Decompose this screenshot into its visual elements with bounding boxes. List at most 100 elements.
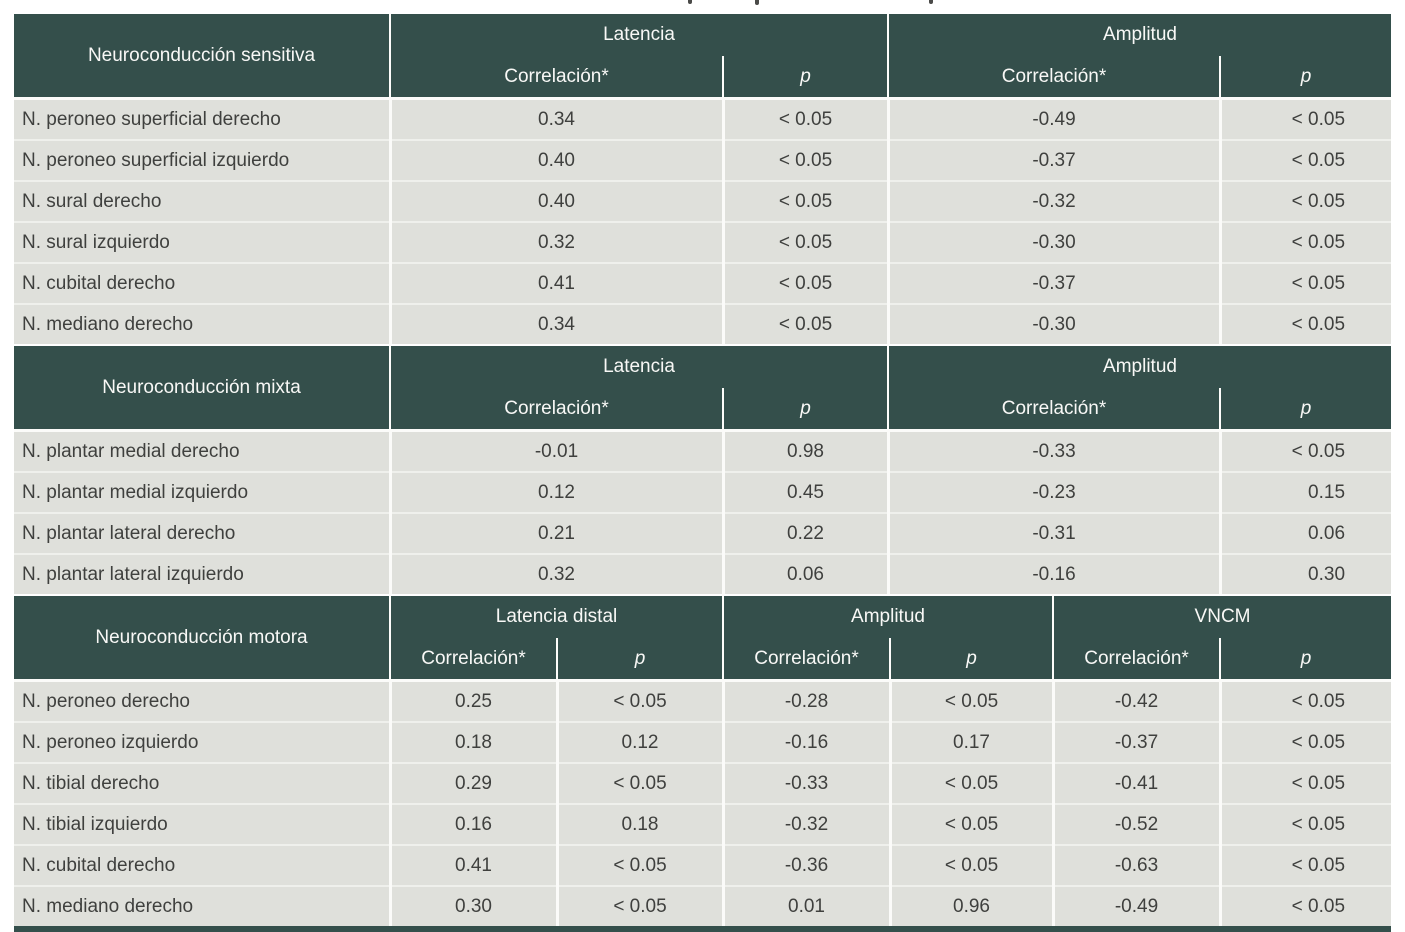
table-row: N. plantar medial derecho -0.01 0.98 -0.33 <… <box>14 429 1392 472</box>
nerve-label: N. sural izquierdo <box>14 221 390 263</box>
value-cell: -0.49 <box>886 97 1220 140</box>
subheader-correlacion: Correlación* <box>887 388 1220 431</box>
value-cell: -0.33 <box>721 762 890 804</box>
nerve-label: N. tibial izquierdo <box>14 803 390 845</box>
group-header-latencia: Latencia <box>390 14 888 56</box>
value-cell: < 0.05 <box>1218 803 1392 845</box>
value-cell: 0.32 <box>388 221 723 263</box>
value-cell: -0.23 <box>886 471 1220 513</box>
value-cell: 0.29 <box>388 762 557 804</box>
value-cell: < 0.05 <box>1218 762 1392 804</box>
value-cell: < 0.05 <box>555 885 723 929</box>
correlation-table: Neuroconducción sensitiva Latencia Ampli… <box>14 14 1392 932</box>
nerve-label: N. sural derecho <box>14 180 390 222</box>
value-cell: 0.12 <box>555 721 723 763</box>
table-section-neuroconduccion-sensitiva: Neuroconducción sensitiva Latencia Ampli… <box>14 14 1392 344</box>
table-row: N. mediano derecho 0.34 < 0.05 -0.30 < 0.05 <box>14 303 1392 344</box>
table-row: N. cubital derecho 0.41 < 0.05 -0.37 < 0.05 <box>14 262 1392 304</box>
subheader-correlacion: Correlación* <box>722 638 890 681</box>
subheader-correlacion: Correlación* <box>887 56 1220 99</box>
value-cell: < 0.05 <box>721 262 888 304</box>
value-cell: 0.40 <box>388 180 723 222</box>
value-cell: -0.16 <box>721 721 890 763</box>
value-cell: -0.37 <box>1051 721 1221 763</box>
nerve-label: N. tibial derecho <box>14 762 390 804</box>
group-header-amplitud: Amplitud <box>886 14 1392 56</box>
value-cell: -0.28 <box>721 679 890 722</box>
table-row: N. peroneo superficial derecho 0.34 < 0.05… <box>14 97 1392 140</box>
value-cell: < 0.05 <box>1218 221 1392 263</box>
value-cell: -0.36 <box>721 844 890 886</box>
nerve-label: N. peroneo superficial izquierdo <box>14 139 390 181</box>
group-header-latencia-distal: Latencia distal <box>390 595 723 638</box>
section-title: Neuroconducción mixta <box>14 345 391 431</box>
value-cell: -0.01 <box>388 429 723 472</box>
table-row: N. plantar medial izquierdo 0.12 0.45 -0.23… <box>14 471 1392 513</box>
value-cell: 0.18 <box>555 803 723 845</box>
value-cell: -0.52 <box>1051 803 1221 845</box>
value-cell: 0.18 <box>388 721 557 763</box>
value-cell: < 0.05 <box>1218 679 1392 722</box>
value-cell: < 0.05 <box>1218 429 1392 472</box>
section-title: Neuroconducción sensitiva <box>14 14 391 99</box>
nerve-label: N. peroneo izquierdo <box>14 721 390 763</box>
group-header-amplitud: Amplitud <box>721 595 1054 638</box>
table-row: N. sural derecho 0.40 < 0.05 -0.32 < 0.05 <box>14 180 1392 222</box>
group-header-latencia: Latencia <box>390 345 888 388</box>
value-cell: -0.31 <box>886 512 1220 554</box>
value-cell: 0.96 <box>888 885 1054 929</box>
table-row: N. peroneo superficial izquierdo 0.40 < 0.… <box>14 139 1392 181</box>
value-cell: < 0.05 <box>888 762 1054 804</box>
value-cell: -0.32 <box>886 180 1220 222</box>
subheader-p: p <box>1218 388 1392 431</box>
nerve-label: N. plantar medial izquierdo <box>14 471 390 513</box>
subheader-correlacion: Correlación* <box>390 638 557 681</box>
value-cell: -0.32 <box>721 803 890 845</box>
value-cell: < 0.05 <box>888 679 1054 722</box>
value-cell: 0.98 <box>721 429 888 472</box>
value-cell: 0.30 <box>388 885 557 929</box>
value-cell: -0.37 <box>886 262 1220 304</box>
value-cell: 0.01 <box>721 885 890 929</box>
value-cell: 0.45 <box>721 471 888 513</box>
value-cell: 0.41 <box>388 844 557 886</box>
value-cell: < 0.05 <box>888 844 1054 886</box>
cropped-text-fragment <box>688 0 692 4</box>
subheader-p: p <box>888 638 1054 681</box>
subheader-p: p <box>1219 638 1392 681</box>
table-row: N. tibial izquierdo 0.16 0.18 -0.32 < 0.05 -0… <box>14 803 1392 845</box>
value-cell: < 0.05 <box>888 803 1054 845</box>
value-cell: < 0.05 <box>1218 262 1392 304</box>
value-cell: 0.15 <box>1218 471 1392 513</box>
nerve-label: N. cubital derecho <box>14 844 390 886</box>
value-cell: 0.12 <box>388 471 723 513</box>
value-cell: -0.63 <box>1051 844 1221 886</box>
table-row: N. mediano derecho 0.30 < 0.05 0.01 0.96 -0.4… <box>14 885 1392 929</box>
value-cell: -0.16 <box>886 553 1220 594</box>
table-row: N. tibial derecho 0.29 < 0.05 -0.33 < 0.05 -0… <box>14 762 1392 804</box>
nerve-label: N. plantar lateral derecho <box>14 512 390 554</box>
value-cell: 0.06 <box>721 553 888 594</box>
value-cell: 0.21 <box>388 512 723 554</box>
value-cell: < 0.05 <box>721 180 888 222</box>
nerve-label: N. plantar medial derecho <box>14 429 390 472</box>
value-cell: -0.37 <box>886 139 1220 181</box>
value-cell: < 0.05 <box>721 97 888 140</box>
subheader-p: p <box>722 56 888 99</box>
table-row: N. cubital derecho 0.41 < 0.05 -0.36 < 0.05-… <box>14 844 1392 886</box>
table-row: N. plantar lateral derecho 0.21 0.22 -0.31 0… <box>14 512 1392 554</box>
value-cell: < 0.05 <box>1218 844 1392 886</box>
subheader-p: p <box>556 638 723 681</box>
value-cell: -0.42 <box>1051 679 1221 722</box>
value-cell: 0.22 <box>721 512 888 554</box>
cropped-text-fragment <box>929 0 933 4</box>
value-cell: -0.30 <box>886 221 1220 263</box>
subheader-correlacion: Correlación* <box>390 388 723 431</box>
value-cell: < 0.05 <box>555 844 723 886</box>
value-cell: < 0.05 <box>721 139 888 181</box>
table-section-neuroconduccion-motora: Neuroconducción motora Latencia distal A… <box>14 594 1392 932</box>
section-title: Neuroconducción motora <box>14 595 391 681</box>
subheader-correlacion: Correlación* <box>390 56 723 99</box>
subheader-p: p <box>1218 56 1392 99</box>
value-cell: < 0.05 <box>1218 721 1392 763</box>
